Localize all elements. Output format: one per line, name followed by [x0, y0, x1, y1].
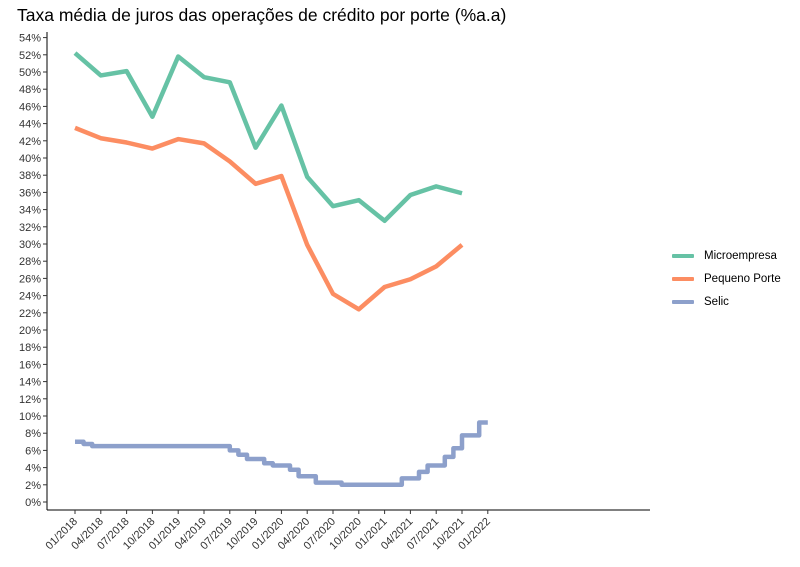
series-line-selic: [75, 420, 488, 488]
y-tick-label: 54%: [19, 33, 41, 45]
y-tick-label: 34%: [19, 205, 41, 217]
y-tick-label: 32%: [19, 222, 41, 234]
y-tick-label: 50%: [19, 67, 41, 79]
legend-item: Pequeno Porte: [672, 267, 781, 290]
series-line-pequeno-porte: [74, 125, 464, 312]
y-tick-label: 52%: [19, 50, 41, 62]
legend: Microempresa Pequeno Porte Selic: [672, 244, 781, 313]
legend-item: Selic: [672, 290, 781, 313]
y-tick-label: 14%: [19, 377, 41, 389]
y-tick-label: 26%: [19, 273, 41, 285]
y-tick-label: 28%: [19, 256, 41, 268]
y-tick-label: 4%: [25, 463, 41, 475]
series-lines: [73, 51, 488, 488]
y-tick-label: 30%: [19, 239, 41, 251]
y-tick-label: 8%: [25, 428, 41, 440]
legend-label: Selic: [704, 295, 729, 308]
y-tick-label: 22%: [19, 308, 41, 320]
y-tick-label: 0%: [25, 497, 41, 509]
y-tick-label: 46%: [19, 101, 41, 113]
legend-label: Microempresa: [704, 249, 777, 262]
legend-key: [672, 253, 694, 258]
y-tick-label: 48%: [19, 84, 41, 96]
y-tick-label: 24%: [19, 291, 41, 303]
legend-key: [672, 299, 694, 304]
series-line-microempresa: [73, 51, 463, 224]
y-tick-label: 10%: [19, 411, 41, 423]
y-tick-label: 38%: [19, 170, 41, 182]
y-tick-label: 44%: [19, 119, 41, 131]
y-tick-label: 40%: [19, 153, 41, 165]
y-tick-label: 2%: [25, 480, 41, 492]
legend-item: Microempresa: [672, 244, 781, 267]
legend-label: Pequeno Porte: [704, 272, 781, 285]
chart-title: Taxa média de juros das operações de cré…: [17, 5, 507, 25]
y-tick-label: 18%: [19, 342, 41, 354]
y-tick-label: 42%: [19, 136, 41, 148]
y-tick-label: 6%: [25, 445, 41, 457]
y-tick-label: 20%: [19, 325, 41, 337]
y-tick-label: 16%: [19, 359, 41, 371]
y-tick-label: 12%: [19, 394, 41, 406]
y-tick-label: 36%: [19, 187, 41, 199]
legend-key: [672, 276, 694, 281]
